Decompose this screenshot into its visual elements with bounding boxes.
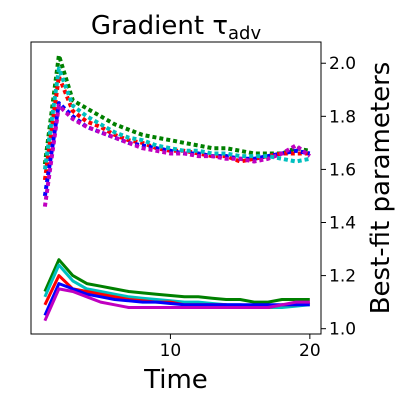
series-line-dotted-5 [42, 66, 311, 170]
chart-title-main: Gradient τ [91, 11, 228, 41]
y-tick-label: 1.4 [329, 214, 356, 234]
y-tick-label: 1.2 [329, 267, 356, 287]
series-line-dotted-4 [42, 103, 312, 207]
y-tick-label: 1.0 [329, 320, 356, 340]
y-tick-label: 1.6 [329, 160, 356, 180]
plot-frame [30, 41, 322, 335]
series-line-dotted-1 [42, 53, 311, 165]
x-tick-label: 10 [160, 341, 182, 361]
axis-ticks: 10 20 1.0 1.2 1.4 1.6 1.8 2.0 [160, 54, 356, 361]
x-tick-label: 20 [299, 341, 321, 361]
y-tick-label: 2.0 [329, 54, 356, 74]
plot-lines [42, 53, 312, 322]
series-line-solid-9 [43, 282, 310, 317]
chart-title: Gradient τadv [91, 11, 262, 44]
series-line-solid-6 [43, 258, 310, 304]
series-line-solid-10 [43, 287, 310, 322]
chart-title-subscript: adv [228, 23, 261, 44]
y-axis-label: Best-fit parameters [366, 62, 396, 315]
x-axis-label: Time [143, 365, 208, 395]
y-tick-label: 1.8 [329, 107, 356, 127]
series-line-dotted-2 [42, 74, 310, 181]
